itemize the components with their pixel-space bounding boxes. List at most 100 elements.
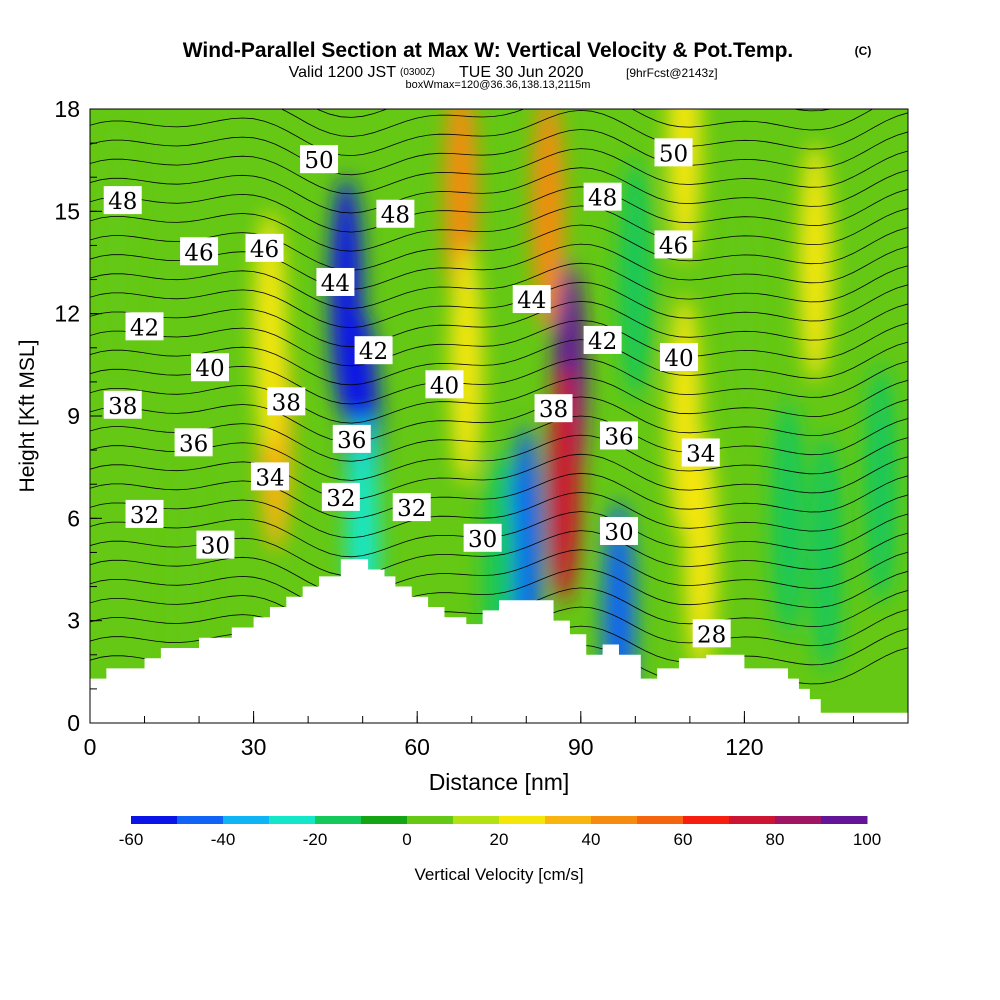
contour-label-text: 46	[184, 240, 213, 266]
subtitle-date: TUE 30 Jun 2020	[459, 64, 584, 81]
colorbar	[131, 816, 868, 824]
colorbar-tick-label: 40	[582, 830, 601, 849]
contour-label-box	[125, 312, 164, 341]
subtitle-utc: (0300Z)	[400, 67, 435, 78]
colorbar-tick-label: 100	[853, 830, 881, 849]
contour-label-text: 46	[250, 237, 279, 263]
copyright-mark: (C)	[855, 44, 872, 58]
contour-label: 48	[103, 186, 142, 215]
contour-label-text: 48	[381, 203, 410, 229]
theta-contour-line	[90, 281, 908, 329]
contour-label-box	[376, 199, 415, 228]
contour-label-text: 40	[430, 373, 459, 399]
colorbar-tick-label: -20	[303, 830, 328, 849]
contour-label: 30	[463, 523, 502, 553]
theta-contour-line	[90, 300, 908, 348]
contour-label-box	[654, 138, 693, 167]
colorbar-swatch	[591, 816, 638, 824]
velocity-cell	[771, 398, 805, 638]
contour-label-text: 30	[604, 520, 633, 546]
contour-label-box	[659, 343, 698, 372]
contour-label-text: 28	[697, 622, 726, 648]
theta-contour-line	[90, 491, 908, 539]
theta-contour-line	[90, 109, 908, 157]
colorbar-swatch	[821, 816, 868, 824]
contour-label: 38	[103, 390, 142, 420]
contour-label-text: 44	[517, 288, 546, 314]
contour-label-text: 36	[337, 428, 366, 454]
contour-label-text: 48	[108, 189, 137, 215]
y-tick-label: 15	[54, 198, 80, 224]
contour-label-box	[534, 394, 573, 423]
contour-label-text: 34	[255, 465, 284, 491]
contour-label: 30	[196, 530, 235, 560]
colorbar-tick-label: 60	[674, 830, 693, 849]
contour-label-box	[332, 424, 371, 453]
contour-label-box	[681, 438, 720, 467]
theta-contour-line	[90, 396, 908, 443]
colorbar-swatch	[315, 816, 362, 824]
theta-contour-line	[90, 167, 908, 214]
contour-label-box	[599, 516, 638, 545]
x-tick-label: 120	[725, 734, 763, 760]
contour-label: 40	[659, 343, 698, 372]
contour-label-text: 30	[201, 534, 230, 560]
contour-label: 46	[180, 237, 219, 266]
theta-contour-line	[90, 453, 908, 500]
velocity-cell	[809, 433, 843, 672]
contour-label-text: 38	[272, 390, 301, 416]
contour-label-text: 34	[686, 442, 715, 468]
contour-label-text: 50	[659, 141, 688, 167]
subtitle: Valid 1200 JST (0300Z) TUE 30 Jun 2020 […	[289, 64, 718, 81]
x-tick-label: 60	[404, 734, 430, 760]
contour-label-box	[583, 182, 622, 211]
x-axis: 0 30 60 90 120	[84, 711, 909, 760]
theta-contour-line	[90, 568, 908, 615]
theta-contour-line	[90, 377, 908, 424]
theta-contours	[90, 109, 908, 691]
contour-label-box	[103, 390, 142, 419]
chart-title: Wind-Parallel Section at Max W: Vertical…	[183, 39, 794, 62]
theta-contour-line	[90, 339, 908, 386]
contour-label-text: 40	[664, 346, 693, 372]
theta-contour-line	[90, 415, 908, 462]
contour-label: 32	[392, 493, 431, 522]
theta-contour-line	[90, 148, 908, 195]
contour-label: 36	[599, 421, 638, 450]
contour-label: 40	[190, 353, 229, 382]
contour-label: 32	[321, 482, 360, 512]
contour-label: 50	[300, 145, 339, 174]
theta-contour-line	[90, 549, 908, 596]
contour-label-text: 44	[321, 271, 350, 297]
contour-label-box	[321, 482, 360, 511]
contour-label-box	[125, 499, 164, 528]
theta-contour-line	[90, 262, 908, 309]
colorbar-tick-label: 80	[766, 830, 785, 849]
velocity-cell	[171, 467, 205, 706]
contour-label-text: 38	[539, 397, 568, 423]
subtitle-valid: Valid 1200 JST	[289, 64, 397, 81]
contour-label-text: 32	[326, 486, 355, 512]
y-tick-label: 3	[67, 608, 80, 634]
colorbar-tick-label: 20	[490, 830, 509, 849]
contour-label-box	[103, 186, 142, 215]
contour-label-text: 36	[604, 424, 633, 450]
contour-label-text: 32	[397, 496, 426, 522]
colorbar-swatch	[545, 816, 592, 824]
colorbar-label: Vertical Velocity [cm/s]	[414, 865, 583, 884]
contour-label-text: 40	[195, 356, 224, 382]
contour-label-text: 36	[179, 431, 208, 457]
contour-label-box	[267, 387, 306, 416]
contour-label: 28	[692, 619, 731, 648]
velocity-cell	[798, 143, 832, 382]
contour-label-text: 32	[130, 503, 159, 529]
velocity-cell	[100, 126, 134, 365]
theta-contour-line	[280, 109, 874, 137]
contour-label-box	[692, 619, 731, 648]
y-axis: 0 3 6 9 12 15 18	[54, 96, 102, 736]
contour-label: 44	[316, 267, 355, 297]
contour-label: 38	[534, 394, 573, 423]
contour-label-box	[300, 145, 339, 174]
theta-contour-line	[90, 243, 908, 290]
